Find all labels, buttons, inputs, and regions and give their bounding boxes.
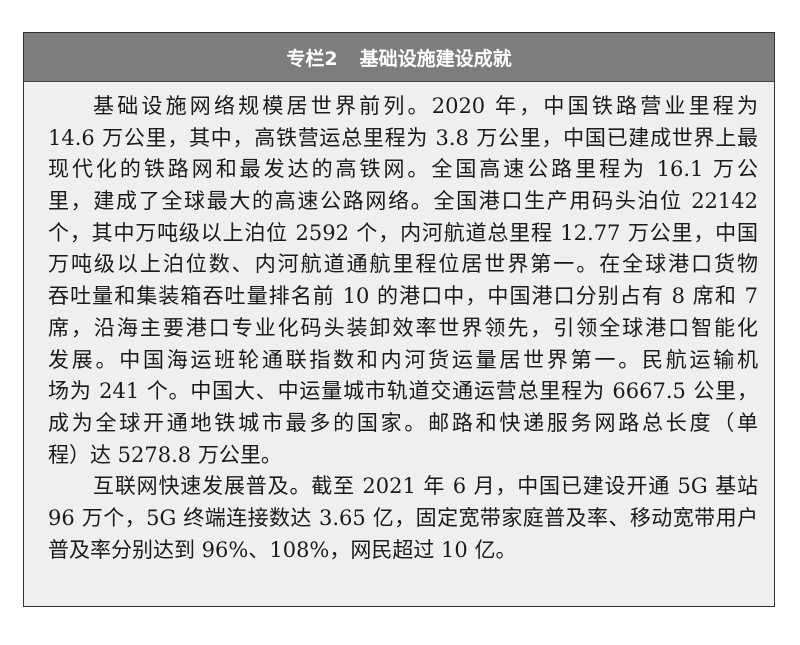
text-line: 个，其中万吨级以上泊位 2592 个，内河航道总里程 12.77 万公里，中国	[48, 220, 758, 245]
feature-box: 专栏2 基础设施建设成就 基础设施网络规模居世界前列。2020 年，中国铁路营业…	[23, 32, 775, 607]
text-line: 普及率分别达到 96%、108%，网民超过 10 亿。	[48, 537, 517, 562]
text-line: 发展。中国海运班轮通联指数和内河货运量居世界第一。民航运输机	[48, 347, 758, 372]
text-line: 14.6 万公里，其中，高铁营运总里程为 3.8 万公里，中国已建成世界上最	[48, 125, 758, 150]
text-line: 现代化的铁路网和最发达的高铁网。全国高速公路里程为 16.1 万公	[48, 157, 758, 182]
text-line: 96 万个，5G 终端连接数达 3.65 亿，固定宽带家庭普及率、移动宽带用户	[48, 505, 758, 530]
box-body: 基础设施网络规模居世界前列。2020 年，中国铁路营业里程为 14.6 万公里，…	[48, 91, 758, 566]
box-label: 专栏2	[286, 47, 338, 70]
text-line: 成为全球开通地铁城市最多的国家。邮路和快递服务网路总长度（单	[48, 410, 758, 435]
text-line: 里，建成了全球最大的高速公路网络。全国港口生产用码头泊位 22142	[48, 189, 758, 214]
box-title: 基础设施建设成就	[359, 47, 512, 70]
text-line: 基础设施网络规模居世界前列。2020 年，中国铁路营业里程为	[93, 94, 758, 118]
text-line: 吞吐量和集装箱吞吐量排名前 10 的港口中，中国港口分别占有 8 席和 7	[48, 284, 758, 309]
text-line: 互联网快速发展普及。截至 2021 年 6 月，中国已建设开通 5G 基站	[93, 474, 758, 499]
paragraph-internet: 互联网快速发展普及。截至 2021 年 6 月，中国已建设开通 5G 基站 96…	[48, 471, 758, 566]
text-line: 程）达 5278.8 万公里。	[48, 442, 282, 467]
paragraph-infrastructure: 基础设施网络规模居世界前列。2020 年，中国铁路营业里程为 14.6 万公里，…	[48, 91, 758, 471]
text-line: 席，沿海主要港口专业化码头装卸效率世界领先，引领全球港口智能化	[48, 315, 758, 340]
text-line: 场为 241 个。中国大、中运量城市轨道交通运营总里程为 6667.5 公里，	[48, 379, 758, 404]
text-line: 万吨级以上泊位数、内河航道通航里程位居世界第一。在全球港口货物	[48, 252, 758, 277]
box-header: 专栏2 基础设施建设成就	[24, 33, 774, 82]
